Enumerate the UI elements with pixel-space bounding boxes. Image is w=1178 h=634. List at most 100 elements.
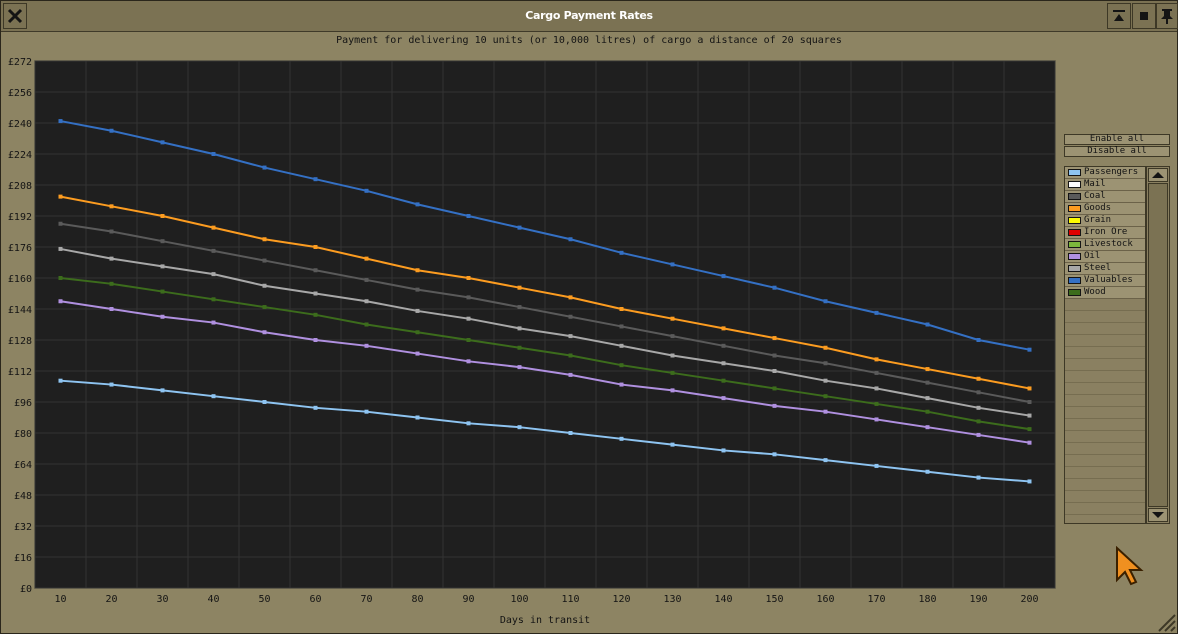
data-point: [670, 262, 675, 267]
y-tick-label: £48: [14, 491, 32, 502]
legend-swatch: [1068, 205, 1081, 212]
resize-grip-icon[interactable]: [1155, 611, 1177, 633]
series-line: [60, 247, 1030, 417]
data-point: [568, 237, 573, 242]
data-point: [160, 289, 165, 294]
data-point: [160, 239, 165, 244]
data-point: [619, 343, 624, 348]
scroll-thumb[interactable]: [1148, 183, 1168, 507]
data-point: [58, 119, 63, 124]
title-bar[interactable]: Cargo Payment Rates: [1, 1, 1178, 32]
legend-label: Passengers: [1084, 167, 1139, 177]
data-point: [160, 388, 165, 393]
x-tick-label: 90: [462, 594, 474, 605]
data-point: [568, 431, 573, 435]
data-point: [313, 268, 318, 273]
legend-empty-row: [1065, 311, 1145, 323]
data-point: [415, 330, 420, 335]
data-point: [211, 248, 216, 253]
x-tick-label: 160: [816, 594, 834, 605]
data-point: [823, 345, 828, 350]
x-tick-label: 40: [207, 594, 219, 605]
pin-icon[interactable]: [1156, 3, 1178, 29]
legend-item[interactable]: Steel: [1065, 263, 1145, 275]
data-point: [160, 214, 165, 218]
legend-item[interactable]: Livestock: [1065, 239, 1145, 251]
data-point: [670, 353, 675, 358]
data-point: [364, 343, 369, 348]
legend-empty-row: [1065, 419, 1145, 431]
payment-rates-chart: £0 £16 £32 £48 £64 £80 £96 £112 £128 £144 £160 £176…: [1, 51, 1059, 611]
data-point: [517, 365, 522, 370]
legend-label: Coal: [1084, 191, 1106, 201]
legend-item[interactable]: Mail: [1065, 179, 1145, 191]
x-tick-label: 30: [156, 594, 168, 605]
legend-item[interactable]: Iron Ore: [1065, 227, 1145, 239]
data-point: [823, 458, 828, 463]
data-point: [313, 245, 318, 249]
data-point: [262, 283, 267, 288]
y-tick-label: £64: [14, 460, 32, 471]
x-tick-label: 140: [714, 594, 732, 605]
legend-scrollbar[interactable]: [1146, 166, 1170, 524]
data-point: [670, 442, 675, 447]
legend-item[interactable]: Grain: [1065, 215, 1145, 227]
data-point: [568, 334, 573, 339]
legend-empty-row: [1065, 455, 1145, 467]
legend-swatch: [1068, 217, 1081, 224]
legend-swatch: [1068, 265, 1081, 272]
x-tick-label: 200: [1020, 594, 1038, 605]
data-point: [160, 314, 165, 319]
legend-item[interactable]: Passengers: [1065, 167, 1145, 179]
legend-label: Grain: [1084, 215, 1112, 225]
data-point: [772, 386, 777, 391]
legend-empty-row: [1065, 395, 1145, 407]
data-point: [517, 345, 522, 350]
legend-label: Iron Ore: [1084, 227, 1128, 237]
data-point: [211, 320, 216, 325]
y-tick-label: £256: [8, 88, 32, 99]
data-point: [874, 370, 879, 375]
legend-swatch: [1068, 169, 1081, 176]
data-point: [874, 463, 879, 468]
data-point: [109, 281, 114, 286]
collapse-icon[interactable]: [1107, 3, 1131, 29]
legend-item[interactable]: Wood: [1065, 287, 1145, 299]
data-point: [976, 405, 981, 410]
scroll-down-icon[interactable]: [1148, 508, 1168, 522]
data-point: [1027, 386, 1032, 391]
data-point: [109, 382, 114, 387]
data-point: [925, 322, 930, 327]
legend-item[interactable]: Coal: [1065, 191, 1145, 203]
data-point: [1027, 427, 1032, 432]
legend-item[interactable]: Oil: [1065, 251, 1145, 263]
legend-item[interactable]: Valuables: [1065, 275, 1145, 287]
enable-all-button[interactable]: Enable all: [1064, 134, 1170, 145]
legend-item[interactable]: Goods: [1065, 203, 1145, 215]
scroll-up-icon[interactable]: [1148, 168, 1168, 182]
series-line: [60, 195, 1030, 390]
data-point: [262, 258, 267, 263]
data-point: [976, 432, 981, 437]
x-tick-label: 60: [309, 594, 321, 605]
window-title: Cargo Payment Rates: [525, 9, 653, 22]
data-point: [670, 370, 675, 375]
stop-icon[interactable]: [1132, 3, 1156, 29]
data-point: [721, 378, 726, 383]
legend-empty-row: [1065, 347, 1145, 359]
data-point: [670, 334, 675, 339]
data-point: [568, 314, 573, 319]
y-tick-label: £112: [8, 367, 32, 378]
data-point: [109, 204, 114, 209]
x-tick-label: 130: [663, 594, 681, 605]
legend-empty-row: [1065, 335, 1145, 347]
close-icon[interactable]: [3, 3, 27, 29]
y-tick-label: £272: [8, 57, 32, 68]
data-point: [772, 285, 777, 290]
series-line: [60, 379, 1030, 483]
data-point: [415, 351, 420, 356]
disable-all-button[interactable]: Disable all: [1064, 146, 1170, 157]
y-tick-label: £208: [8, 181, 32, 192]
data-point: [721, 326, 726, 331]
data-point: [109, 256, 114, 261]
